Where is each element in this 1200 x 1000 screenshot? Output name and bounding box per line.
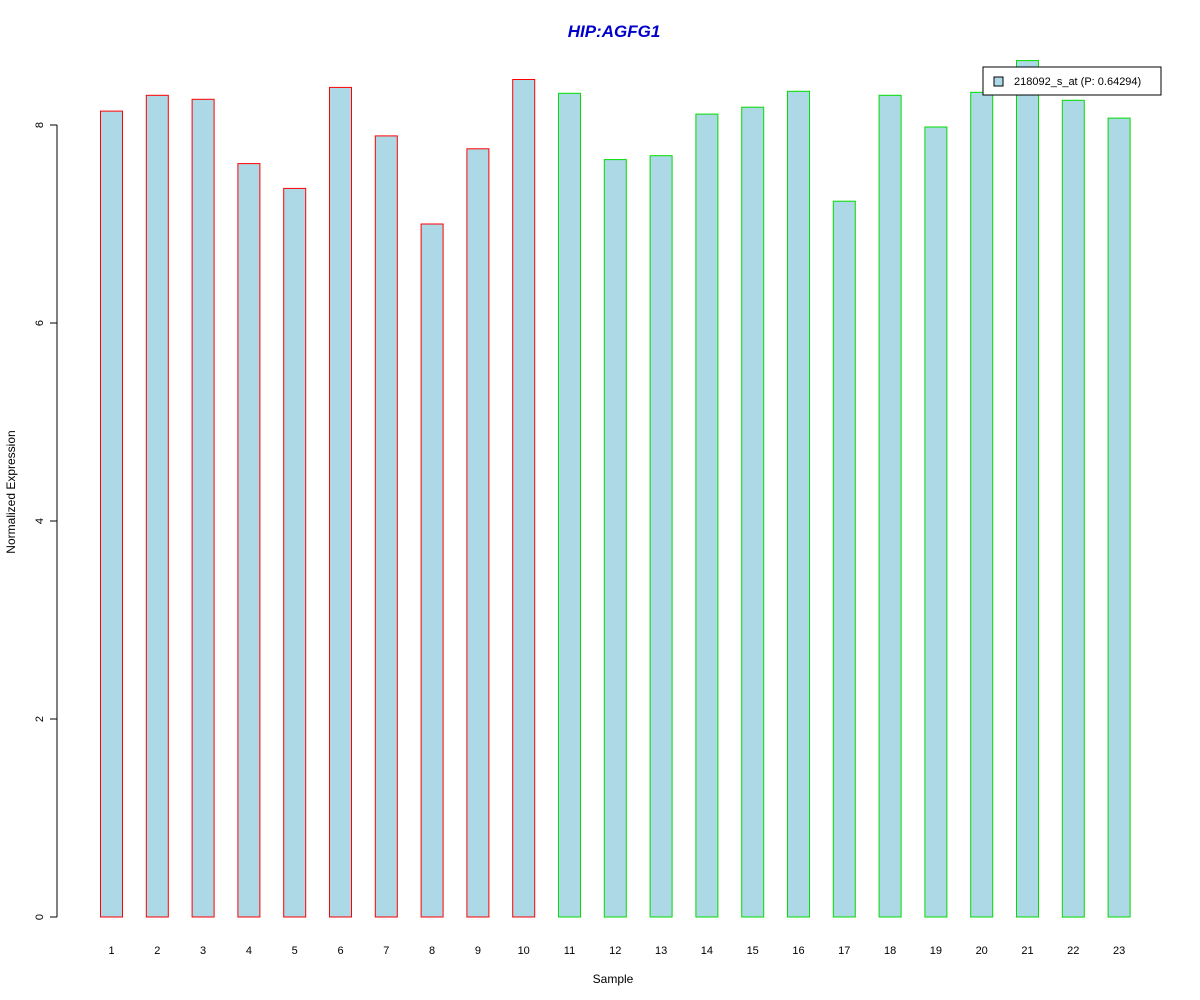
bar-sample-21 [1016, 60, 1039, 918]
bar-sample-10 [512, 79, 536, 918]
x-tick-label: 17 [838, 945, 850, 957]
x-tick-label: 3 [200, 945, 206, 957]
x-tick-label: 11 [564, 945, 575, 957]
x-tick-label: 10 [518, 945, 530, 957]
bar-sample-23 [1107, 117, 1131, 918]
bar-sample-16 [787, 90, 810, 918]
bar-sample-19 [924, 126, 948, 918]
x-tick-label: 14 [701, 945, 713, 957]
legend-box [982, 66, 1162, 96]
bar-sample-1 [100, 110, 123, 918]
x-tick-label: 21 [1021, 945, 1033, 957]
bar-sample-12 [603, 159, 627, 918]
x-tick-label: 1 [108, 945, 114, 957]
x-tick-label: 15 [747, 945, 759, 957]
y-tick-label: 8 [34, 122, 46, 128]
x-tick-label: 19 [930, 945, 942, 957]
x-tick-label: 23 [1113, 945, 1125, 957]
legend: 218092_s_at (P: 0.64294) [982, 66, 1162, 96]
bar-sample-2 [145, 94, 169, 918]
bar-sample-8 [420, 223, 444, 918]
y-axis-label: Normalized Expression [4, 430, 18, 553]
bar-sample-22 [1061, 99, 1085, 918]
bar-sample-17 [832, 200, 856, 918]
bar-sample-20 [970, 91, 994, 918]
bar-sample-13 [649, 155, 673, 918]
x-axis-label: Sample [593, 972, 634, 986]
legend-swatch [993, 76, 1004, 87]
x-tick-label: 2 [154, 945, 160, 957]
x-tick-label: 7 [383, 945, 389, 957]
bar-sample-15 [741, 106, 765, 918]
bar-sample-3 [191, 98, 215, 918]
bar-sample-5 [283, 187, 307, 918]
x-tick-label: 8 [429, 945, 435, 957]
y-tick-label: 4 [34, 518, 46, 524]
x-tick-label: 6 [337, 945, 343, 957]
bar-sample-4 [237, 163, 261, 918]
y-tick-label: 0 [34, 914, 46, 920]
x-tick-label: 9 [475, 945, 481, 957]
bars [100, 60, 1131, 918]
x-tick-label: 13 [655, 945, 667, 957]
bar-sample-9 [466, 148, 490, 918]
legend-label: 218092_s_at (P: 0.64294) [1014, 76, 1141, 88]
y-tick-label: 6 [34, 320, 46, 326]
x-tick-label: 5 [292, 945, 298, 957]
bar-sample-11 [558, 92, 581, 918]
bar-sample-6 [329, 86, 352, 918]
bar-sample-7 [374, 135, 398, 918]
x-tick-label: 20 [976, 945, 988, 957]
x-tick-label: 12 [609, 945, 621, 957]
y-tick-label: 2 [34, 716, 46, 722]
bar-sample-14 [695, 113, 719, 918]
chart-title: HIP:AGFG1 [568, 22, 661, 41]
x-tick-label: 18 [884, 945, 896, 957]
x-axis-tick-labels: 1 2 3 4 5 6 7 8 9 10 11 12 13 14 15 16 17 18 19 20 21 22 23 [108, 945, 1125, 957]
x-tick-label: 16 [792, 945, 804, 957]
bar-sample-18 [878, 94, 902, 918]
x-tick-label: 22 [1067, 945, 1079, 957]
y-axis: 0 2 4 6 8 [34, 122, 58, 920]
x-tick-label: 4 [246, 945, 252, 957]
